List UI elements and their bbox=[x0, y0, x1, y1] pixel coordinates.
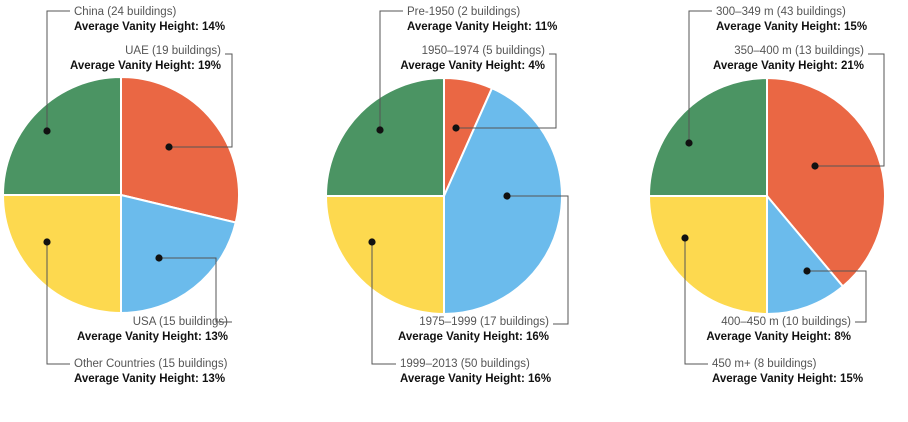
leader-line bbox=[456, 53, 557, 129]
callout-dot bbox=[503, 192, 511, 200]
leader-line bbox=[688, 10, 712, 143]
leader-line bbox=[807, 270, 867, 323]
callout-dot bbox=[368, 238, 376, 246]
slice-label: 1950–1974 (5 buildings) bbox=[422, 45, 546, 57]
slice-value-label: Average Vanity Height: 8% bbox=[706, 331, 851, 343]
slice-label: Pre-1950 (2 buildings) bbox=[407, 6, 520, 18]
slice-label: USA (15 buildings) bbox=[133, 316, 228, 328]
slice-value-label: Average Vanity Height: 13% bbox=[77, 331, 228, 343]
pie-slice bbox=[1, 75, 122, 196]
pie-slice bbox=[647, 195, 768, 316]
leader-line bbox=[815, 53, 885, 167]
slice-value-label: Average Vanity Height: 16% bbox=[400, 373, 551, 385]
callout-dot bbox=[452, 124, 460, 132]
pie-slice bbox=[443, 86, 563, 316]
slice-value-label: Average Vanity Height: 15% bbox=[716, 21, 867, 33]
slice-value-label: Average Vanity Height: 13% bbox=[74, 373, 225, 385]
leader-line bbox=[379, 10, 403, 130]
callout-dot bbox=[155, 254, 163, 262]
slice-label: 450 m+ (8 buildings) bbox=[712, 358, 817, 370]
slice-value-label: Average Vanity Height: 21% bbox=[713, 60, 864, 72]
pie-slice bbox=[324, 76, 445, 197]
leader-line bbox=[46, 242, 70, 365]
callout-dot bbox=[685, 139, 693, 147]
pie-slice bbox=[647, 76, 768, 197]
pie-chart-3: 300–349 m (43 buildings) Average Vanity H… bbox=[647, 6, 886, 385]
callout-dot bbox=[43, 238, 51, 246]
slice-value-label: Average Vanity Height: 14% bbox=[74, 21, 225, 33]
pie-slice bbox=[120, 193, 237, 315]
leader-line bbox=[684, 238, 708, 365]
callout-dot bbox=[43, 127, 51, 135]
leader-line bbox=[169, 53, 233, 148]
slice-label: UAE (19 buildings) bbox=[125, 45, 221, 57]
slice-label: 300–349 m (43 buildings) bbox=[716, 6, 846, 18]
pie-slice bbox=[766, 193, 845, 316]
leader-line bbox=[371, 242, 396, 365]
pie-slice bbox=[324, 195, 445, 316]
slice-label: China (24 buildings) bbox=[74, 6, 176, 18]
slice-label: 400–450 m (10 buildings) bbox=[721, 316, 851, 328]
slice-value-label: Average Vanity Height: 19% bbox=[70, 60, 221, 72]
callout-dot bbox=[165, 143, 173, 151]
slice-label: 1999–2013 (50 buildings) bbox=[400, 358, 530, 370]
callout-dot bbox=[681, 234, 689, 242]
leader-line bbox=[507, 195, 569, 325]
slice-value-label: Average Vanity Height: 11% bbox=[407, 21, 557, 33]
slice-label: 1975–1999 (17 buildings) bbox=[419, 316, 549, 328]
callout-dot bbox=[803, 267, 811, 275]
pie-slice bbox=[1, 194, 122, 315]
slice-value-label: Average Vanity Height: 15% bbox=[712, 373, 863, 385]
callout-dot bbox=[811, 162, 819, 170]
slice-label: 350–400 m (13 buildings) bbox=[734, 45, 864, 57]
pie-slice bbox=[766, 76, 886, 288]
leader-line bbox=[46, 10, 70, 131]
pie-slice bbox=[120, 75, 240, 224]
leader-line bbox=[159, 257, 232, 323]
pie-chart-2: Pre-1950 (2 buildings) Average Vanity Hei… bbox=[324, 6, 569, 385]
slice-value-label: Average Vanity Height: 4% bbox=[400, 60, 545, 72]
pie-chart-1: China (24 buildings) Average Vanity Heigh… bbox=[1, 6, 240, 385]
callout-dot bbox=[376, 126, 384, 134]
slice-value-label: Average Vanity Height: 16% bbox=[398, 331, 549, 343]
slice-label: Other Countries (15 buildings) bbox=[74, 358, 228, 370]
